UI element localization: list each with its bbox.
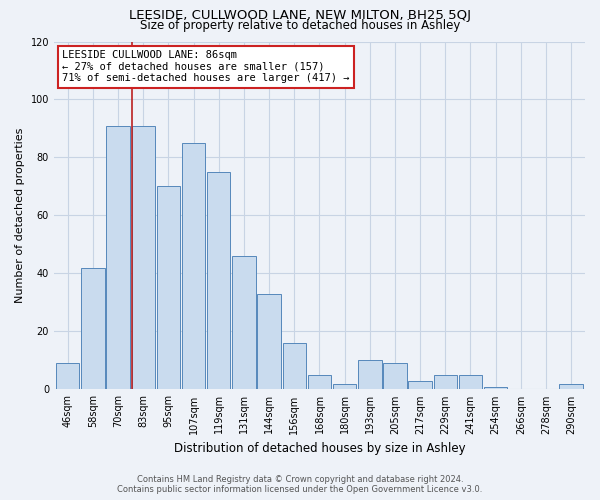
Bar <box>257 294 281 390</box>
Bar <box>409 380 432 390</box>
Text: Size of property relative to detached houses in Ashley: Size of property relative to detached ho… <box>140 19 460 32</box>
Bar <box>56 364 79 390</box>
Bar <box>358 360 382 390</box>
Text: Contains HM Land Registry data © Crown copyright and database right 2024.
Contai: Contains HM Land Registry data © Crown c… <box>118 474 482 494</box>
Bar <box>131 126 155 390</box>
Bar <box>81 268 104 390</box>
Bar <box>207 172 230 390</box>
Text: LEESIDE CULLWOOD LANE: 86sqm
← 27% of detached houses are smaller (157)
71% of s: LEESIDE CULLWOOD LANE: 86sqm ← 27% of de… <box>62 50 349 84</box>
X-axis label: Distribution of detached houses by size in Ashley: Distribution of detached houses by size … <box>173 442 465 455</box>
Bar <box>559 384 583 390</box>
Bar <box>484 386 508 390</box>
Bar <box>283 343 306 390</box>
Text: LEESIDE, CULLWOOD LANE, NEW MILTON, BH25 5QJ: LEESIDE, CULLWOOD LANE, NEW MILTON, BH25… <box>129 8 471 22</box>
Bar <box>182 143 205 390</box>
Bar <box>157 186 180 390</box>
Bar <box>232 256 256 390</box>
Bar <box>308 375 331 390</box>
Bar <box>333 384 356 390</box>
Y-axis label: Number of detached properties: Number of detached properties <box>15 128 25 303</box>
Bar <box>383 364 407 390</box>
Bar <box>106 126 130 390</box>
Bar <box>434 375 457 390</box>
Bar <box>459 375 482 390</box>
